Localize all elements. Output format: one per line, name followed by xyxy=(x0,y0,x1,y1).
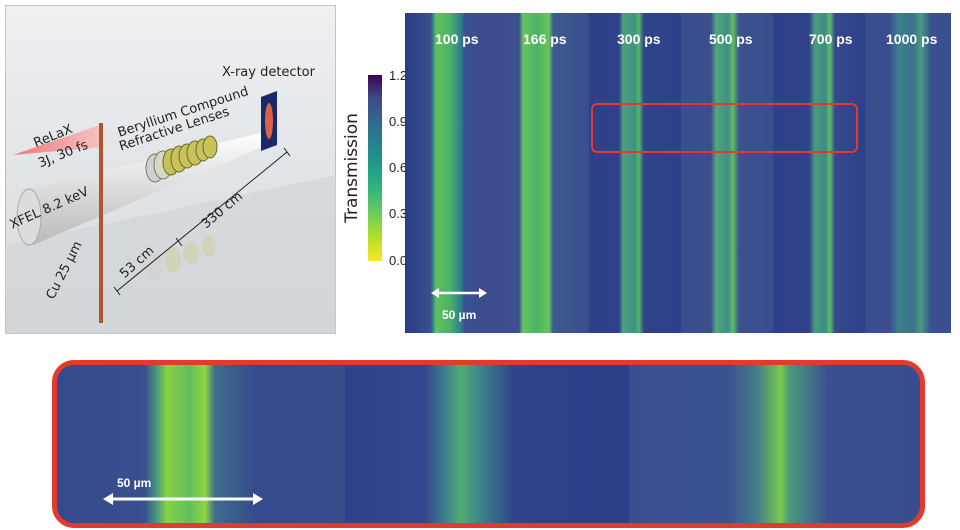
frame-label: 100 ps xyxy=(435,31,479,47)
colorbar-tick: 0.6 xyxy=(389,160,408,175)
frame-label: 700 ps xyxy=(809,31,853,47)
frame-image xyxy=(773,13,865,333)
frame-image xyxy=(681,13,773,333)
cu-target xyxy=(99,123,103,323)
colorbar-tick: 1.2 xyxy=(389,68,408,83)
scale-bar-label: 50 µm xyxy=(442,308,477,322)
zoom-scale-bar-label: 50 µm xyxy=(117,476,152,490)
laser-cone xyxy=(13,125,103,155)
zoom-image xyxy=(629,365,920,523)
zoom-scale-bar-arrow xyxy=(103,493,263,505)
frame-image xyxy=(497,13,589,333)
frame-label: 166 ps xyxy=(523,31,567,47)
zoom-panel: 50 µm xyxy=(52,360,925,528)
colorbar-tick: 0.0 xyxy=(389,253,408,268)
lens-stack xyxy=(145,135,218,183)
radiograph-series: 100 ps 166 ps 300 ps 500 ps 700 ps 1000 … xyxy=(405,13,951,333)
region-of-interest xyxy=(591,103,858,153)
zoom-image xyxy=(345,365,629,523)
detector-label: X-ray detector xyxy=(222,65,315,80)
scale-bar-arrow xyxy=(431,288,487,298)
xfel-beam xyxy=(16,133,267,246)
frame-image xyxy=(865,13,951,333)
colorbar-tick: 0.9 xyxy=(389,114,408,129)
frame-image xyxy=(589,13,681,333)
zoom-image xyxy=(57,365,345,523)
frame-label: 1000 ps xyxy=(886,31,938,47)
setup-diagram: ReLaX 3J, 30 fs XFEL 8.2 keV Cu 25 µm Be… xyxy=(5,5,336,334)
colorbar xyxy=(368,75,382,261)
detector xyxy=(261,91,277,151)
colorbar-tick: 0.3 xyxy=(389,206,408,221)
frame-image xyxy=(405,13,497,333)
frame-label: 500 ps xyxy=(709,31,753,47)
frame-label: 300 ps xyxy=(617,31,661,47)
colorbar-title: Transmission xyxy=(342,113,362,223)
